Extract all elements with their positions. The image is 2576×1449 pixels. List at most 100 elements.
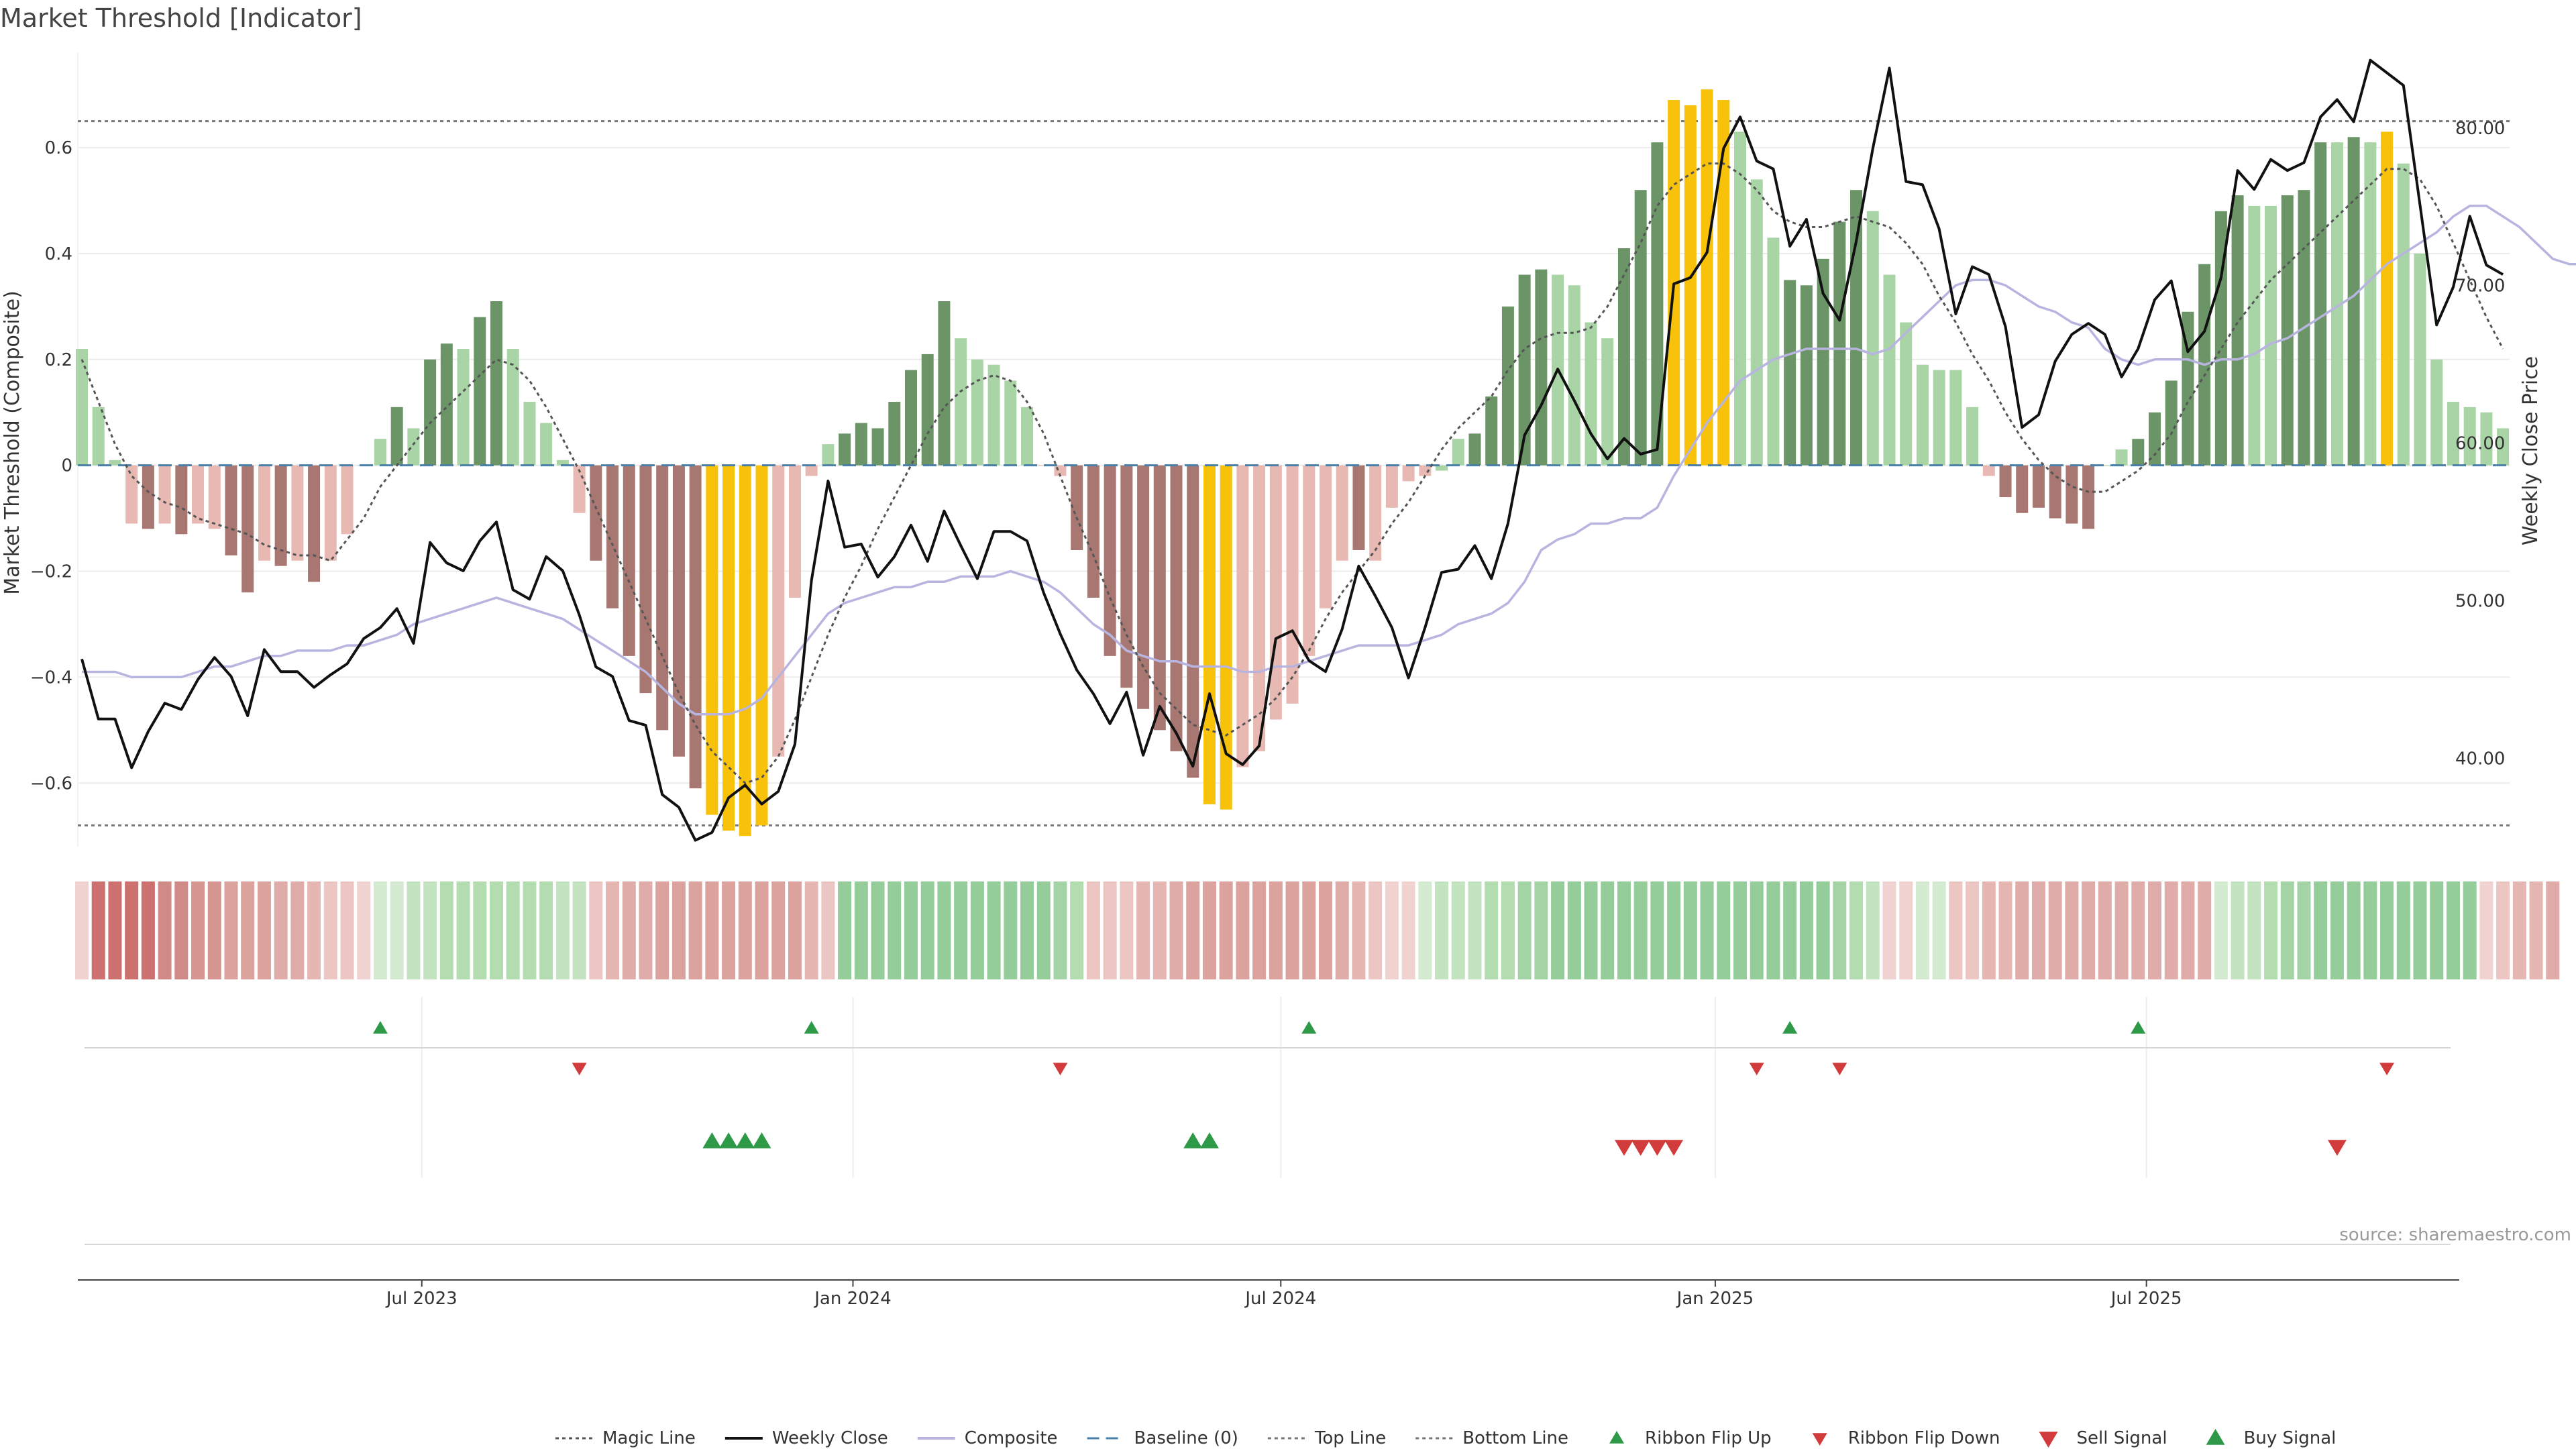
ribbon-cell (1451, 881, 1465, 979)
composite-bar (1883, 274, 1896, 466)
ribbon-cell (2280, 881, 2294, 979)
ribbon-cell (1567, 881, 1581, 979)
ribbon-cell (290, 881, 305, 979)
ribbon-cell (456, 881, 470, 979)
ribbon-cell (954, 881, 968, 979)
legend-swatch (2206, 1429, 2225, 1445)
overlay-lines (78, 58, 2576, 842)
composite-bar (274, 465, 287, 566)
composite-bar (158, 465, 171, 524)
composite-bar (955, 338, 967, 466)
ribbon-cell (1949, 881, 1963, 979)
left-tick-label: 0 (61, 456, 72, 476)
composite-bar (1734, 131, 1746, 466)
sell-signal-marker (1664, 1140, 1684, 1156)
ribbon-cell (672, 881, 686, 979)
ribbon-cell (2082, 881, 2096, 979)
composite-bar (1336, 465, 1348, 561)
composite-bar (291, 465, 304, 561)
ribbon-cell (257, 881, 271, 979)
left-tick-label: −0.6 (30, 773, 72, 794)
ribbon-flip-up-marker (372, 1021, 388, 1034)
buy-signal-marker (1199, 1132, 1219, 1148)
composite-bar (523, 401, 536, 466)
ribbon-cell (1915, 881, 1929, 979)
composite-bar (1402, 465, 1415, 482)
composite-bar (1701, 89, 1713, 466)
ribbon-flip-down-marker (2379, 1063, 2395, 1075)
ribbon-cell (1485, 881, 1499, 979)
ribbon-cell (1036, 881, 1051, 979)
ribbon-cell (506, 881, 520, 979)
ribbon-cell (1186, 881, 1200, 979)
composite-bar (556, 460, 569, 466)
composite-bar (76, 349, 88, 466)
ribbon-cell (1368, 881, 1383, 979)
composite-bar (1369, 465, 1382, 561)
right-axis-title: Weekly Close Price (2519, 356, 2542, 545)
chart-title: Market Threshold [Indicator] (0, 3, 362, 33)
ribbon-cell (1982, 881, 1996, 979)
composite-bar (2281, 195, 2294, 466)
ribbon-cell (1849, 881, 1864, 979)
composite-bar (390, 407, 403, 466)
ribbon-cell (1103, 881, 1117, 979)
source-label: source: sharemaestro.com (2339, 1225, 2571, 1245)
composite-bar (987, 364, 1000, 466)
ribbon-cell (1435, 881, 1449, 979)
composite-bar (656, 465, 669, 731)
ribbon-cell (2347, 881, 2361, 979)
legend-swatch (1609, 1431, 1625, 1444)
ribbon-cell (439, 881, 453, 979)
ribbon-cell (572, 881, 586, 979)
legend-label: Sell Signal (2076, 1428, 2167, 1448)
ribbon-cell (1169, 881, 1183, 979)
x-tick-label: Jan 2024 (813, 1289, 892, 1309)
composite-bar (125, 465, 138, 524)
ribbon-cell (141, 881, 155, 979)
composite-bar (407, 428, 420, 466)
composite-bar (2364, 142, 2377, 466)
composite-bar (2430, 359, 2443, 466)
composite-bar (2214, 211, 2227, 466)
event-panels (78, 1021, 2459, 1281)
ribbon-cell (2496, 881, 2510, 979)
ribbon-cell (622, 881, 636, 979)
ribbon-cell (2015, 881, 2029, 979)
x-tick-label: Jan 2025 (1676, 1289, 1754, 1309)
ribbon-cell (1866, 881, 1880, 979)
ribbon-cell (174, 881, 189, 979)
composite-bar (258, 465, 270, 561)
composite-bar (788, 465, 801, 598)
regime-ribbon (75, 881, 2560, 979)
composite-bar (1535, 269, 1548, 466)
composite-bar (1833, 221, 1846, 466)
composite-bar (938, 301, 951, 466)
ribbon-cell (1617, 881, 1631, 979)
ribbon-cell (1302, 881, 1316, 979)
composite-line (82, 205, 2576, 716)
composite-bar (2463, 407, 2476, 466)
composite-bar (341, 465, 354, 535)
ribbon-cell (1534, 881, 1548, 979)
ribbon-cell (2148, 881, 2161, 979)
left-tick-label: −0.2 (30, 562, 72, 582)
ribbon-cell (705, 881, 719, 979)
ribbon-cell (1352, 881, 1366, 979)
ribbon-cell (2512, 881, 2526, 979)
ribbon-cell (920, 881, 934, 979)
composite-bar (1320, 465, 1332, 608)
buy-signal-marker (735, 1132, 755, 1148)
ribbon-flip-down-marker (1053, 1063, 1068, 1075)
ribbon-cell (91, 881, 105, 979)
ribbon-cell (1053, 881, 1067, 979)
ribbon-cell (224, 881, 238, 979)
ribbon-cell (2314, 881, 2328, 979)
composite-bar (1104, 465, 1116, 656)
ribbon-cell (1766, 881, 1780, 979)
legend-label: Composite (965, 1428, 1058, 1448)
ribbon-cell (191, 881, 205, 979)
composite-bar (1137, 465, 1150, 709)
ribbon-cell (2198, 881, 2212, 979)
